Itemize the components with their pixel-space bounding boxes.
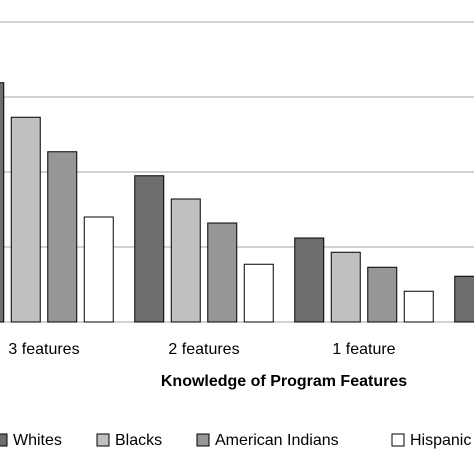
bar xyxy=(83,216,114,323)
bar xyxy=(294,237,325,323)
legend-label: Hispanic xyxy=(410,432,471,449)
bar xyxy=(10,116,41,323)
legend-swatch xyxy=(0,433,8,447)
legend-label: Blacks xyxy=(115,432,162,449)
bar xyxy=(47,151,78,323)
bar xyxy=(330,251,361,323)
bar xyxy=(454,275,474,323)
bar xyxy=(367,266,398,323)
legend-label: American Indians xyxy=(215,432,339,449)
bar xyxy=(207,222,238,323)
bar xyxy=(243,263,274,323)
bar xyxy=(170,198,201,323)
legend-swatch xyxy=(196,433,210,447)
bar xyxy=(134,175,165,323)
bar xyxy=(0,82,5,323)
x-tick-label: 1 feature xyxy=(332,341,395,358)
legend-swatch xyxy=(391,433,405,447)
legend-swatch xyxy=(96,433,110,447)
x-tick-label: 2 features xyxy=(168,341,239,358)
x-axis-title: Knowledge of Program Features xyxy=(161,373,407,390)
bar xyxy=(403,290,434,323)
x-tick-label: 3 features xyxy=(8,341,79,358)
legend-label: Whites xyxy=(13,432,62,449)
